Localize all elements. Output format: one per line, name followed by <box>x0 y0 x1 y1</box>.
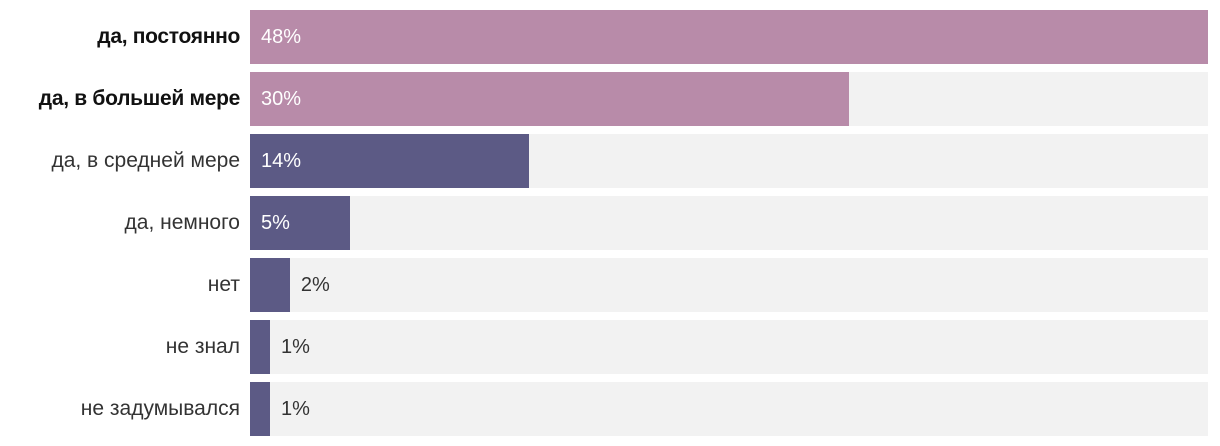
bar-row: да, в средней мере 14% <box>0 134 1220 188</box>
bar-row: да, в большей мере 30% <box>0 72 1220 126</box>
value-label: 48% <box>261 26 302 48</box>
bar-row: да, немного 5% <box>0 196 1220 250</box>
value-label: 2% <box>300 274 330 296</box>
bar-track: 48% <box>250 10 1208 64</box>
category-label: не задумывался <box>80 397 240 420</box>
value-label: 5% <box>261 212 290 234</box>
value-label: 1% <box>280 336 310 358</box>
bar <box>250 320 270 374</box>
bar-track: 2% <box>250 258 1208 312</box>
bar-track: 5% <box>250 196 1208 250</box>
bar-track: 30% <box>250 72 1208 126</box>
bar-row: не задумывался 1% <box>0 382 1220 436</box>
category-label: да, немного <box>124 211 240 234</box>
bar-track: 1% <box>250 320 1208 374</box>
bar <box>250 134 530 188</box>
bar-row: да, постоянно 48% <box>0 10 1220 64</box>
bar <box>250 72 849 126</box>
category-label: да, в средней мере <box>51 149 240 172</box>
bar <box>250 196 350 250</box>
value-label: 14% <box>261 150 302 172</box>
category-label: не знал <box>165 335 240 358</box>
bar <box>250 382 270 436</box>
category-label: да, постоянно <box>97 25 240 48</box>
category-label: да, в большей мере <box>38 87 241 110</box>
bar <box>250 258 290 312</box>
category-label: нет <box>207 273 240 296</box>
bar-row: нет 2% <box>0 258 1220 312</box>
bar-track: 14% <box>250 134 1208 188</box>
bar-track: 1% <box>250 382 1208 436</box>
value-label: 30% <box>261 88 302 110</box>
bar <box>250 10 1208 64</box>
value-label: 1% <box>280 398 310 420</box>
bar-row: не знал 1% <box>0 320 1220 374</box>
